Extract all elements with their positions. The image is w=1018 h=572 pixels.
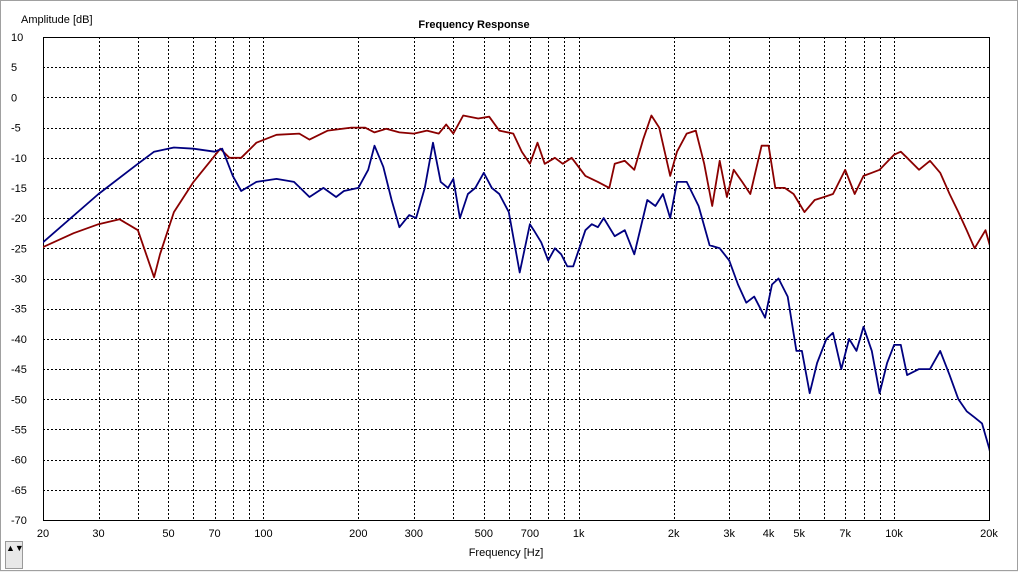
y-tick-label: -60 [11,455,27,467]
y-tick-label: 0 [11,92,17,104]
y-tick-label: -55 [11,424,27,436]
y-tick-label: 10 [11,32,23,44]
x-tick-label: 1k [573,528,585,540]
y-tick-label: -40 [11,334,27,346]
x-tick-label: 300 [405,528,423,540]
x-tick-label: 50 [162,528,174,540]
plot-border [43,37,990,521]
x-tick-label: 2k [668,528,680,540]
x-tick-label: 10k [885,528,903,540]
chart-title: Frequency Response [418,19,529,31]
x-axis-label: Frequency [Hz] [469,547,544,559]
y-tick-label: -45 [11,364,27,376]
x-tick-label: 500 [475,528,493,540]
y-tick-label: -30 [11,274,27,286]
x-tick-label: 70 [208,528,220,540]
y-tick-label: 5 [11,62,17,74]
series-line-blue [43,141,989,452]
x-tick-label: 700 [521,528,539,540]
y-tick-label: -70 [11,515,27,527]
x-tick-label: 3k [723,528,735,540]
x-tick-label: 4k [763,528,775,540]
plot-area [43,37,989,520]
x-tick-label: 200 [349,528,367,540]
y-tick-label: -5 [11,123,21,135]
y-tick-label: -35 [11,304,27,316]
y-tick-label: -15 [11,183,27,195]
y-tick-label: -10 [11,153,27,165]
x-tick-label: 5k [793,528,805,540]
y-tick-label: -65 [11,485,27,497]
x-tick-label: 20k [980,528,998,540]
y-tick-label: -50 [11,394,27,406]
x-tick-label: 100 [254,528,272,540]
series-line-red [43,114,989,279]
scroll-arrows[interactable]: ▲▼ [5,541,24,569]
x-tick-label: 7k [839,528,851,540]
x-tick-label: 30 [92,528,104,540]
y-axis-label: Amplitude [dB] [21,14,93,26]
y-tick-label: -20 [11,213,27,225]
y-tick-label: -25 [11,243,27,255]
x-tick-label: 20 [37,528,49,540]
